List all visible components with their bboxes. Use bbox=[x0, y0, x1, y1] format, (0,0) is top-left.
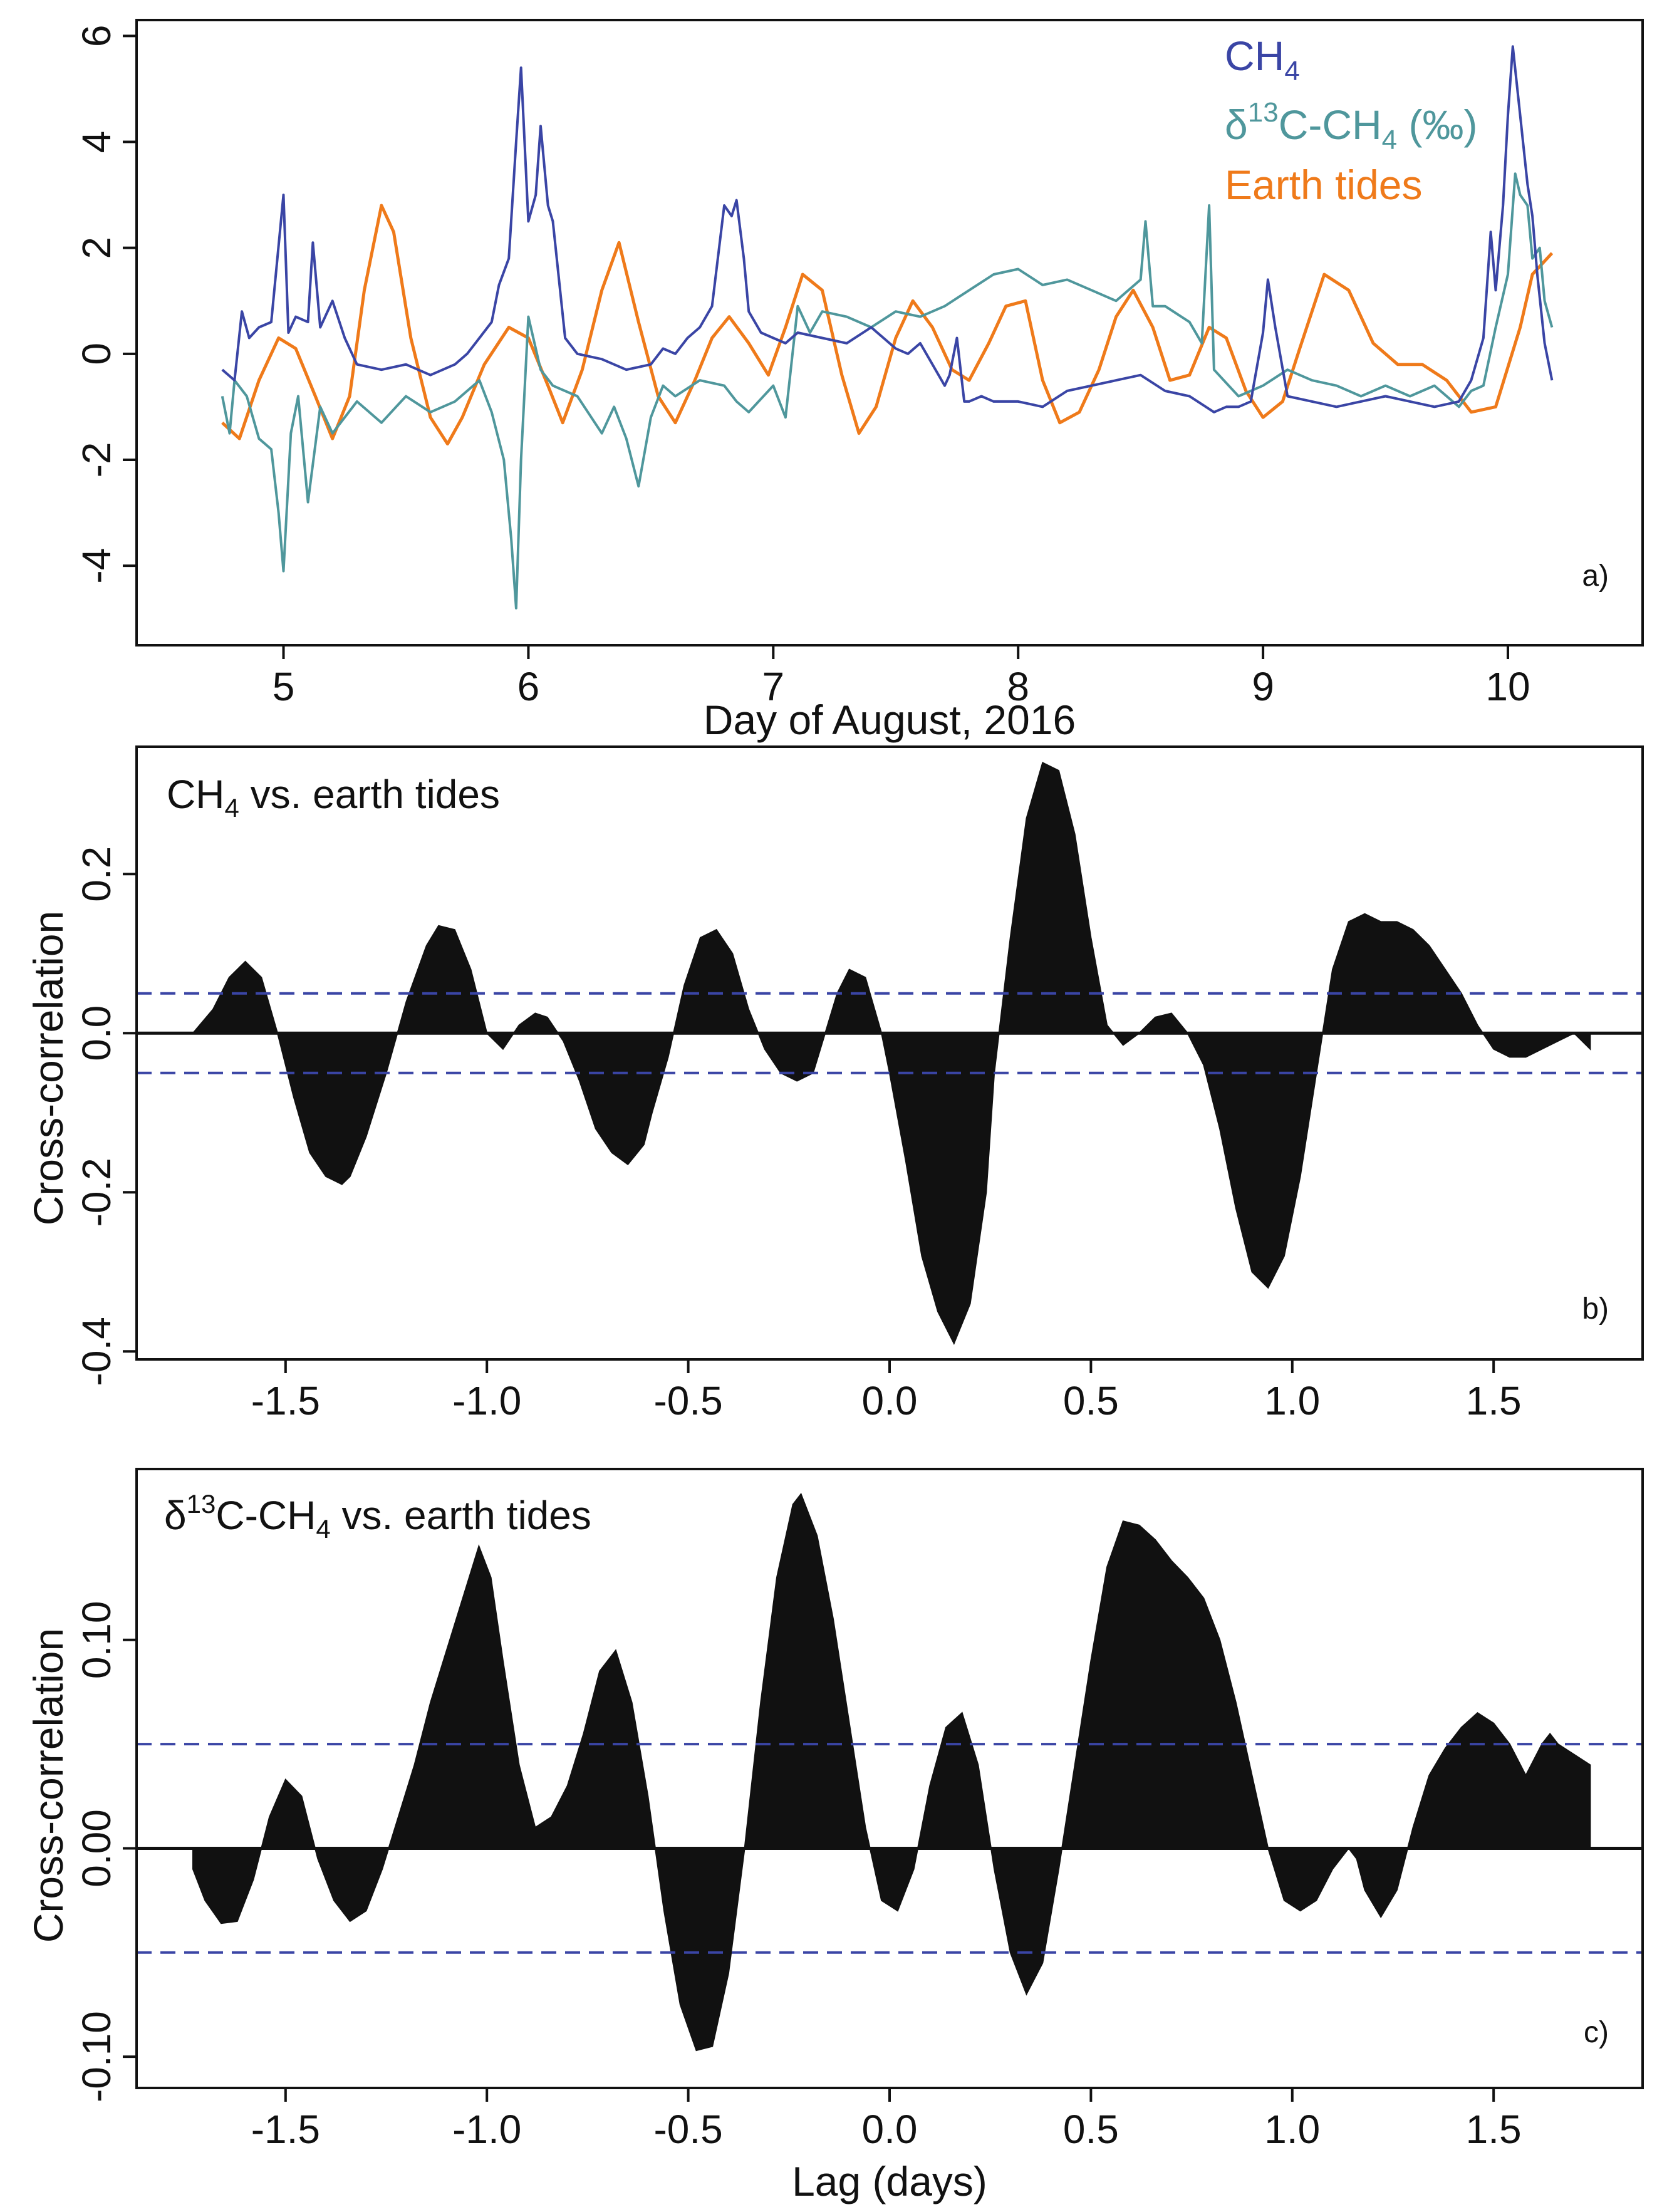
panel-c-plot-area bbox=[137, 1492, 1643, 2052]
panel-a-x-tick-label: 6 bbox=[517, 664, 540, 709]
panel-a-x-tick-label: 5 bbox=[273, 664, 295, 709]
panel-c-x-axis-title: Lag (days) bbox=[792, 2158, 987, 2204]
panel-c-subtitle-rest: vs. earth tides bbox=[331, 1493, 591, 1538]
panel-c-subtitle-superscript: 13 bbox=[187, 1489, 216, 1519]
legend-ch4-sub: 4 bbox=[1284, 56, 1299, 86]
panel-b-subtitle-main: CH bbox=[167, 772, 224, 817]
panel-a-y-tick-label: -2 bbox=[74, 442, 119, 478]
panel-b-x-tick-label: 0.0 bbox=[862, 1378, 918, 1423]
legend-d13c-mid: C-CH bbox=[1279, 101, 1382, 148]
panel-a-y-tick-label: -4 bbox=[74, 548, 119, 584]
panel-c-y-tick-label: -0.10 bbox=[74, 2011, 119, 2102]
legend-tides-main: Earth tides bbox=[1225, 162, 1423, 208]
panel-c-subtitle-subscript: 4 bbox=[316, 1514, 330, 1544]
panel-a-x-tick-label: 9 bbox=[1252, 664, 1274, 709]
panel-c-x-tick-label: -1.0 bbox=[452, 2107, 521, 2152]
panel-a-x-axis-title: Day of August, 2016 bbox=[704, 697, 1076, 743]
panel-c-x-tick-label: 1.0 bbox=[1264, 2107, 1320, 2152]
series-line-tides bbox=[221, 204, 1554, 446]
panel-b-x-tick-label: 1.0 bbox=[1264, 1378, 1320, 1423]
panel-b-x-tick-label: -1.5 bbox=[251, 1378, 320, 1423]
panel-c-y-tick-label: 0.00 bbox=[74, 1809, 119, 1887]
panel-b-y-tick-label: 0.2 bbox=[74, 846, 119, 902]
legend-entry-tides: Earth tides bbox=[1225, 162, 1423, 208]
panel-b-subtitle-subscript: 4 bbox=[224, 793, 239, 823]
legend-d13c-sub: 4 bbox=[1382, 125, 1397, 155]
panel-a-x-tick-label: 8 bbox=[1007, 664, 1029, 709]
panel-b-y-axis-title: Cross-correlation bbox=[25, 911, 71, 1225]
legend-d13c-after: (‰) bbox=[1397, 101, 1477, 148]
panel-a-frame bbox=[135, 19, 1644, 646]
panel-b-label: b) bbox=[1582, 1292, 1609, 1326]
legend-entry-ch4: CH4 bbox=[1225, 33, 1300, 86]
panel-b-subtitle: CH4 vs. earth tides bbox=[167, 772, 500, 823]
panel-a-axes: 5 6 7 8 9 10 6 4 2 0 -2 -4 bbox=[74, 25, 1530, 709]
series-line-ch4 bbox=[221, 45, 1554, 413]
panel-b-y-tick-label: -0.4 bbox=[74, 1317, 119, 1386]
panel-c-axes: -1.5 -1.0 -0.5 0.0 0.5 1.0 1.5 0.10 0.00 -0.10 bbox=[74, 1601, 1522, 2152]
panel-c-subtitle-delta: δ bbox=[164, 1493, 187, 1538]
legend-d13c-sup: 13 bbox=[1248, 97, 1279, 128]
panel-a-x-tick-label: 7 bbox=[762, 664, 785, 709]
panel-c-x-tick-label: -0.5 bbox=[653, 2107, 722, 2152]
panel-c-x-tick-label: 0.0 bbox=[862, 2107, 918, 2152]
panel-a-plot-area bbox=[221, 45, 1554, 610]
panel-a-y-tick-label: 2 bbox=[74, 237, 119, 259]
panel-b-y-tick-label: -0.2 bbox=[74, 1158, 119, 1227]
series-line-d13c bbox=[221, 172, 1554, 610]
panel-c-subtitle: δ13C-CH4 vs. earth tides bbox=[164, 1489, 591, 1544]
panel-c-d13c-cross-correlation: -1.5 -1.0 -0.5 0.0 0.5 1.0 1.5 0.10 0.00 -0.10 δ1… bbox=[25, 1468, 1644, 2204]
panel-b-subtitle-rest: vs. earth tides bbox=[239, 772, 500, 817]
legend-entry-d13c: δ13C-CH4 (‰) bbox=[1225, 97, 1477, 155]
panel-c-subtitle-mid: C-CH bbox=[216, 1493, 316, 1538]
legend-ch4-main: CH bbox=[1225, 33, 1284, 79]
panel-b-ch4-cross-correlation: -1.5 -1.0 -0.5 0.0 0.5 1.0 1.5 0.2 0.0 -0.2 -0.4 C… bbox=[25, 745, 1644, 1423]
panel-b-x-tick-label: -1.0 bbox=[452, 1378, 521, 1423]
panel-c-x-tick-label: 1.5 bbox=[1466, 2107, 1522, 2152]
panel-b-y-tick-label: 0.0 bbox=[74, 1005, 119, 1061]
panel-c-y-tick-label: 0.10 bbox=[74, 1601, 119, 1680]
panel-b-x-tick-label: 0.5 bbox=[1063, 1378, 1119, 1423]
panel-a-x-tick-label: 10 bbox=[1485, 664, 1530, 709]
panel-b-x-tick-label: 1.5 bbox=[1466, 1378, 1522, 1423]
panel-b-x-tick-label: -0.5 bbox=[653, 1378, 722, 1423]
legend-d13c-main: δ bbox=[1225, 101, 1248, 148]
panel-a-label: a) bbox=[1582, 559, 1609, 593]
panel-a-y-tick-label: 4 bbox=[74, 131, 119, 153]
panel-c-y-axis-title: Cross-correlation bbox=[25, 1628, 71, 1943]
panel-c-x-tick-label: -1.5 bbox=[251, 2107, 320, 2152]
panel-c-x-tick-label: 0.5 bbox=[1063, 2107, 1119, 2152]
cross-correlation-area bbox=[192, 1492, 1591, 2052]
panel-b-axes: -1.5 -1.0 -0.5 0.0 0.5 1.0 1.5 0.2 0.0 -0.2 -0.4 bbox=[74, 846, 1522, 1423]
panel-a-y-tick-label: 6 bbox=[74, 25, 119, 48]
panel-b-plot-area bbox=[137, 761, 1643, 1346]
panel-a-y-tick-label: 0 bbox=[74, 343, 119, 365]
cross-correlation-area bbox=[191, 761, 1591, 1346]
panel-c-label: c) bbox=[1584, 2016, 1609, 2049]
